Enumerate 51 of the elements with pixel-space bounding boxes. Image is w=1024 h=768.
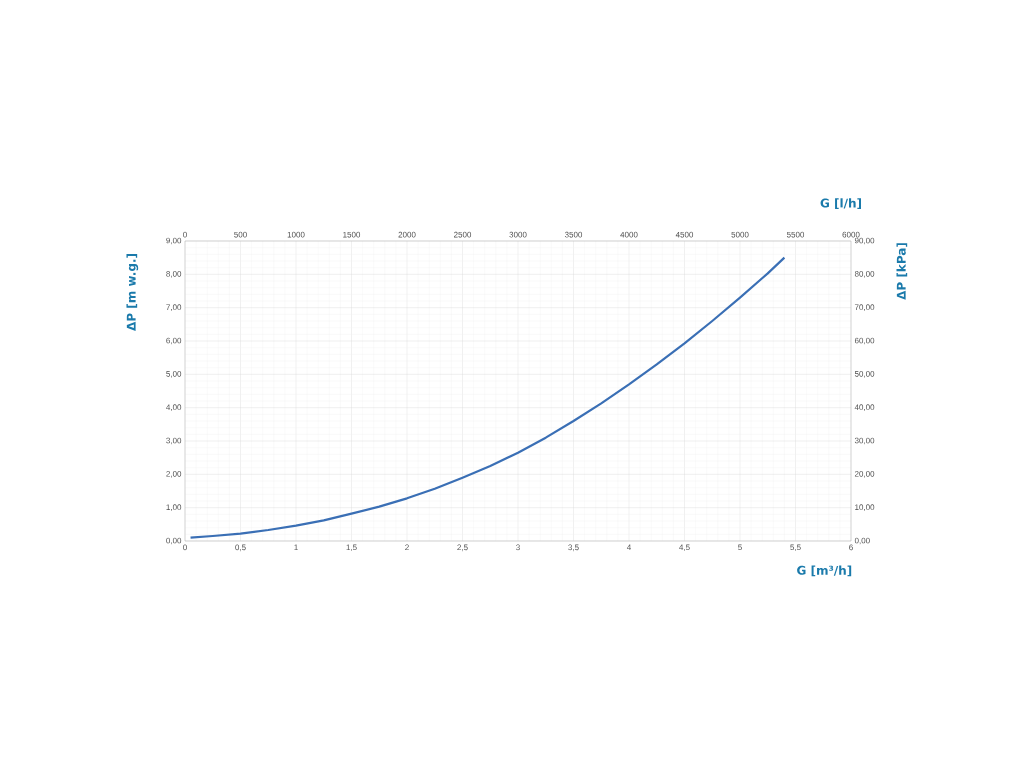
- y2-tick-label: 20,00: [854, 471, 875, 478]
- x2-tick-label: 4000: [620, 231, 638, 238]
- y-tick-label: 9,00: [166, 237, 182, 245]
- y2-tick-label: 70,00: [854, 304, 875, 311]
- y2-tick-label: 30,00: [854, 437, 875, 445]
- x-tick-label: 4: [626, 544, 631, 551]
- y2-tick-label: 60,00: [854, 337, 875, 345]
- x2-tick-label: 0: [183, 231, 187, 238]
- x2-tick-label: 4500: [675, 231, 694, 238]
- x-tick-label: 6: [849, 544, 853, 551]
- x-tick-label: 3,5: [568, 544, 579, 552]
- x2-tick-label: 1000: [287, 231, 305, 238]
- y-tick-label: 6,00: [166, 337, 182, 345]
- x-tick-label: 2: [405, 544, 409, 551]
- x2-tick-label: 3500: [564, 231, 583, 238]
- x-tick-label: 2,5: [457, 544, 468, 552]
- y-tick-label: 8,00: [166, 271, 182, 278]
- x2-tick-label: 1500: [343, 231, 361, 238]
- x-tick-label: 1: [294, 544, 298, 551]
- y2-tick-label: 40,00: [854, 404, 875, 411]
- line-series: [189, 256, 786, 539]
- x-tick-label: 1,5: [346, 544, 357, 552]
- x2-axis-title: G [l/h]: [820, 198, 861, 209]
- x2-tick-label: 500: [234, 231, 247, 238]
- y-tick-label: 4,00: [166, 404, 182, 411]
- x-tick-label: 3: [516, 544, 520, 551]
- x-tick-label: 0: [183, 544, 187, 551]
- x-tick-label: 5: [738, 544, 742, 551]
- y-tick-label: 0,00: [166, 537, 182, 545]
- y2-tick-label: 50,00: [854, 371, 875, 378]
- x2-tick-label: 5000: [731, 231, 749, 238]
- x2-tick-label: 5500: [786, 231, 805, 238]
- y-axis-title: ΔP [m w.g.]: [126, 254, 139, 331]
- x2-tick-label: 6000: [842, 231, 860, 238]
- x-tick-label: 0,5: [235, 544, 246, 552]
- y2-tick-label: 80,00: [854, 271, 875, 278]
- x-tick-label: 4,5: [679, 544, 690, 552]
- x2-tick-label: 2500: [454, 231, 472, 238]
- y2-tick-label: 10,00: [855, 504, 875, 511]
- y-tick-label: 5,00: [166, 371, 182, 378]
- x-tick-label: 5,5: [790, 544, 801, 552]
- y-tick-label: 3,00: [166, 437, 182, 445]
- y-tick-label: 1,00: [166, 504, 182, 511]
- x2-tick-label: 3000: [509, 231, 527, 238]
- x-axis-title: G [m³/h]: [797, 565, 852, 577]
- y2-tick-label: 0,00: [854, 537, 870, 545]
- y2-axis-title: ΔP [kPa]: [896, 243, 908, 300]
- y-tick-label: 7,00: [166, 304, 182, 311]
- y-tick-label: 2,00: [166, 471, 182, 478]
- y2-tick-label: 90,00: [854, 237, 875, 245]
- x2-tick-label: 2000: [398, 231, 416, 238]
